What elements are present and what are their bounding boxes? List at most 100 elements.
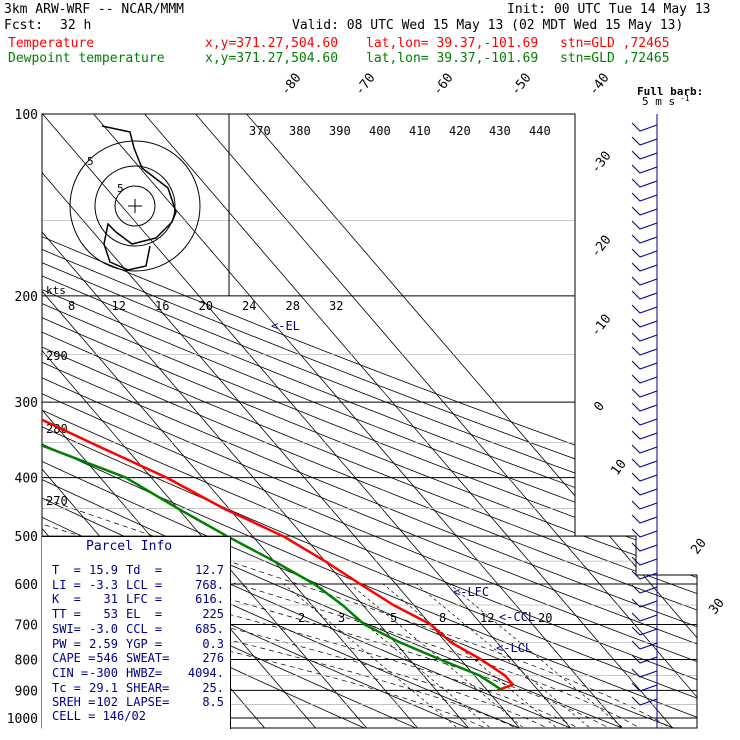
theta-label: 420: [449, 124, 471, 138]
level-marker-label: <-LCL: [496, 641, 532, 655]
parcel-info-cell-value: T =: [52, 563, 81, 577]
parcel-info-cell-value: 15.9: [89, 563, 118, 577]
mixing-ratio-label: 2: [298, 611, 305, 625]
hodograph-ring-label: 5: [117, 182, 124, 195]
dry-adiabat-line: [42, 114, 697, 728]
hodograph-speed-label: 12: [112, 299, 126, 313]
theta-label: 390: [329, 124, 351, 138]
isotherm-label: -50: [508, 71, 534, 99]
valid-time: Valid: 08 UTC Wed 15 May 13 (02 MDT Wed …: [292, 18, 684, 33]
dry-adiabat-line: [42, 114, 697, 728]
parcel-info-cell-value: 8.5: [202, 695, 224, 710]
pressure-tick-label: 300: [15, 396, 38, 411]
wind-barb-icon: [631, 220, 658, 230]
hodograph-speed-label: 16: [155, 299, 169, 313]
dry-adiabat-line: [42, 114, 630, 728]
theta-label: 400: [369, 124, 391, 138]
pressure-tick-label: 700: [15, 618, 38, 633]
wind-barb-legend-exponent: -1: [680, 94, 690, 103]
isotherm-line: [183, 114, 697, 728]
parcel-info-cell-value: SREH =: [52, 695, 96, 710]
isotherm-line: [42, 114, 421, 728]
dry-adiabat-line: [42, 114, 697, 728]
series-line-dewpoint-temperature: [42, 114, 504, 692]
parcel-info-cell-value: 2.59: [89, 636, 118, 651]
wind-barb-icon: [631, 136, 658, 146]
pressure-tick-label: 500: [15, 530, 38, 545]
wind-barb-icon: [631, 248, 658, 258]
mixing-ratio-line: [449, 583, 627, 728]
wind-barb-icon: [631, 360, 658, 370]
hodograph-speed-label: 32: [329, 299, 343, 313]
mixing-ratio-line: [415, 583, 594, 728]
isotherm-label: 0: [591, 399, 608, 414]
wind-barb-legend-title: Full barb:: [637, 85, 703, 98]
parcel-info-cell-value: LAPSE=: [126, 695, 170, 710]
dry-adiabat-line: [42, 114, 697, 728]
wind-barb-icon: [631, 640, 658, 650]
wind-barb-icon: [631, 402, 658, 412]
parcel-info-title: Parcel Info: [86, 539, 173, 554]
wind-barb-icon: [631, 318, 658, 328]
hodograph-ring-label: 5: [87, 155, 94, 168]
parcel-info-cell-value: SHEAR=: [126, 680, 170, 695]
isotherm-line: [0, 101, 12, 731]
wind-barb-icon: [631, 528, 658, 538]
isotherm-label: 20: [688, 536, 709, 558]
parcel-info-cell-value: K =: [52, 592, 81, 607]
wind-barb-icon: [631, 150, 658, 160]
wind-barb-icon: [631, 122, 658, 132]
parcel-info-cell-value: CAPE =: [52, 651, 96, 666]
isotherm-label: 30: [706, 596, 727, 618]
hodograph-ring: [94, 165, 176, 247]
fcst-value: 32 h: [60, 18, 92, 33]
isotherm-label: -10: [588, 312, 614, 340]
series-line-temperature: [42, 114, 515, 692]
wind-barb-icon: [631, 234, 658, 244]
parcel-info-cell-value: LFC =: [126, 592, 163, 607]
isotherm-label: -20: [588, 233, 614, 261]
wind-barb-icon: [631, 472, 658, 482]
mixing-ratio-label: 5: [390, 611, 397, 625]
wind-barb-icon: [631, 290, 658, 300]
dry-adiabat-line: [42, 114, 697, 728]
theta-label: 430: [489, 124, 511, 138]
wind-barb-icon: [631, 374, 658, 384]
parcel-info-cell-value: 616.: [195, 592, 224, 607]
level-marker-label: <-CCL: [499, 610, 535, 624]
parcel-info-cell-value: 29.1: [89, 680, 118, 695]
theta-label: 410: [409, 124, 431, 138]
wind-barb-icon: [631, 682, 658, 692]
wind-barb-icon: [631, 164, 658, 174]
isotherm-line: [42, 114, 574, 728]
parcel-info-cell-value: YGP =: [126, 636, 163, 651]
theta-label: 370: [249, 124, 271, 138]
init-time: Init: 00 UTC Tue 14 May 13: [507, 2, 711, 17]
parcel-info-cell-value: SWI=: [52, 621, 81, 636]
wind-barb-icon: [631, 542, 658, 552]
parcel-info-cell-value: 0.3: [202, 636, 224, 651]
parcel-info-cell-value: 53: [103, 607, 118, 622]
parcel-info-cell-value: Tc =: [52, 680, 81, 695]
wind-barb-icon: [631, 696, 658, 706]
parcel-info-cell-value: -300: [89, 665, 118, 680]
isotherm-label: -30: [588, 149, 614, 177]
parcel-info-cell-value: PW =: [52, 636, 81, 651]
parcel-info-cell-value: 546: [96, 651, 118, 666]
dewpoint-latlon: lat,lon= 39.37,-101.69: [366, 51, 539, 66]
moist-adiabat-line: [42, 295, 645, 728]
parcel-info-cell-value: CIN =: [52, 665, 89, 680]
theta-low-label: 270: [46, 494, 68, 508]
isotherm-label: -80: [278, 71, 304, 99]
dry-adiabat-line: [42, 114, 682, 728]
parcel-info-cell-value: 685.: [195, 621, 224, 636]
mixing-ratio-label: 12: [480, 611, 494, 625]
wind-barb-icon: [631, 346, 658, 356]
wind-barb-icon: [631, 556, 658, 566]
wind-barb-icon: [631, 514, 658, 524]
isotherm-line: [132, 114, 676, 728]
parcel-info-box: [42, 536, 231, 729]
parcel-info-cell-value: 25.: [202, 680, 224, 695]
parcel-info-cell-value: 225: [202, 607, 224, 622]
parcel-info-cell-value: CCL =: [126, 621, 163, 636]
